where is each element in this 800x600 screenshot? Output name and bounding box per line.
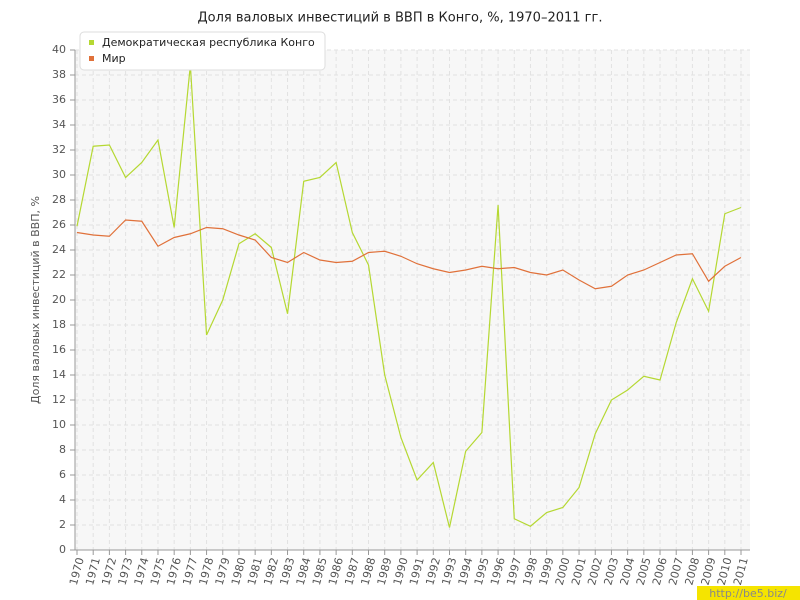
y-axis-label: Доля валовых инвестиций в ВВП, % [29, 196, 42, 404]
y-tick-label: 12 [52, 393, 66, 406]
chart-title: Доля валовых инвестиций в ВВП в Конго, %… [198, 11, 603, 26]
y-tick-label: 34 [52, 118, 66, 131]
watermark: http://be5.biz/ [709, 587, 787, 600]
y-tick-label: 8 [59, 443, 66, 456]
y-tick-label: 16 [52, 343, 66, 356]
line-series [76, 219, 742, 290]
y-tick-label: 2 [59, 518, 66, 531]
legend-box [79, 31, 326, 71]
y-tick-label: 30 [52, 168, 66, 181]
y-tick-label: 24 [52, 243, 66, 256]
y-tick-label: 38 [52, 68, 66, 81]
y-tick-label: 0 [59, 543, 66, 556]
y-tick-label: 40 [52, 43, 66, 56]
legend-swatch [89, 56, 94, 61]
legend-swatch [89, 40, 94, 45]
y-tick-label: 18 [52, 318, 66, 331]
y-tick-label: 14 [52, 368, 66, 381]
y-tick-label: 10 [52, 418, 66, 431]
y-tick-label: 36 [52, 93, 66, 106]
y-tick-label: 28 [52, 193, 66, 206]
line-series [76, 64, 742, 528]
y-tick-label: 26 [52, 218, 66, 231]
watermark-bg [697, 586, 800, 600]
y-tick-label: 32 [52, 143, 66, 156]
legend-label: Демократическая республика Конго [102, 36, 315, 49]
y-tick-label: 4 [59, 493, 66, 506]
y-tick-label: 20 [52, 293, 66, 306]
y-tick-label: 6 [59, 468, 66, 481]
y-tick-label: 22 [52, 268, 66, 281]
legend-label: Мир [102, 52, 126, 65]
